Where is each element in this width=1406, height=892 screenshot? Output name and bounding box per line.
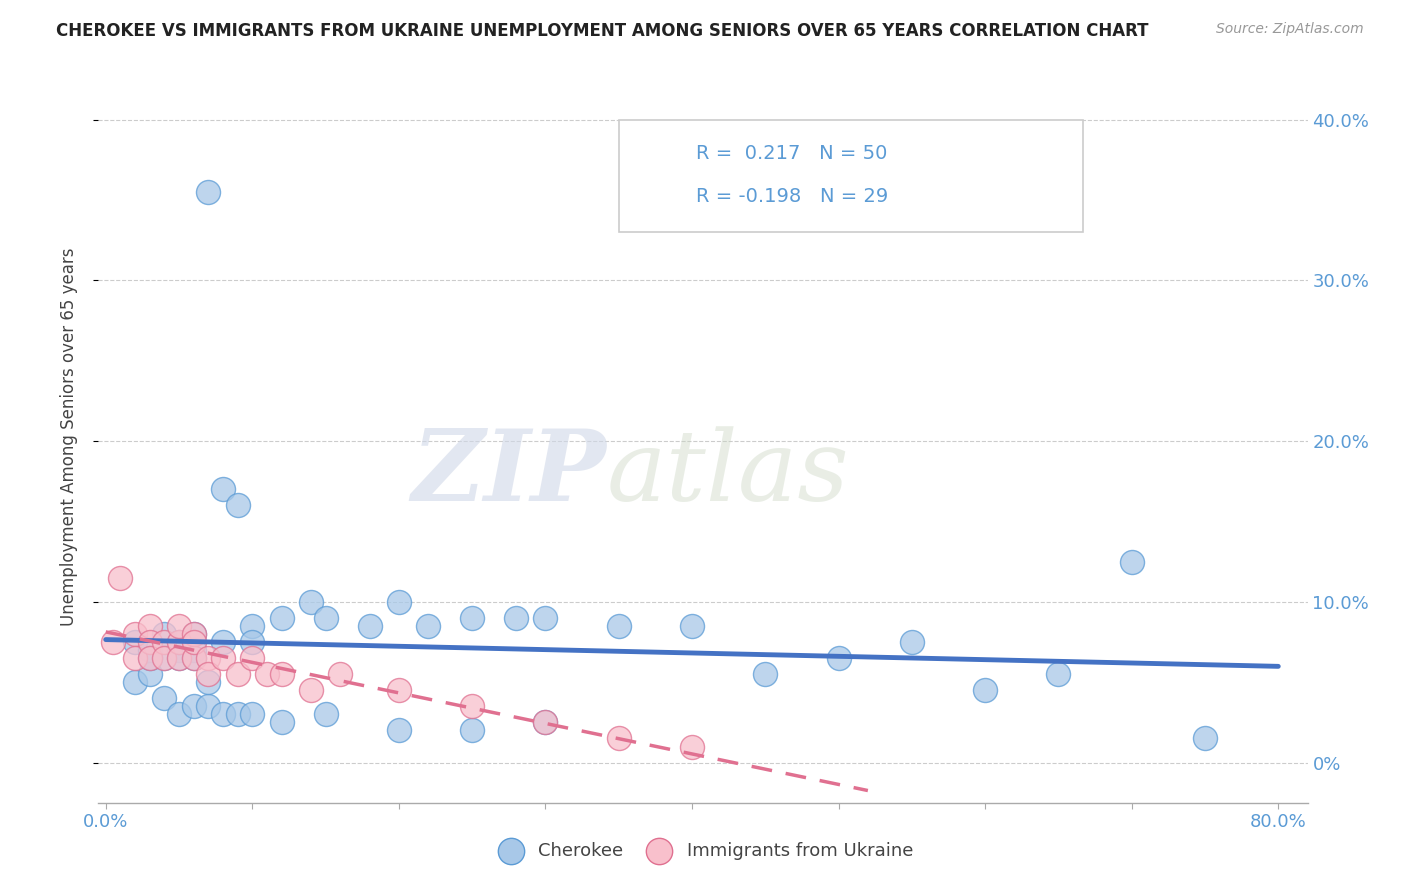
Point [138,635,160,649]
Point [388,723,411,738]
Point [138,619,160,633]
Point [167,619,190,633]
Point [226,499,249,513]
Point [183,627,205,641]
Text: ZIP: ZIP [412,425,606,522]
Point [197,675,219,690]
Point [110,571,132,585]
Point [212,651,235,665]
Point [124,635,146,649]
Point [607,731,630,746]
Point [183,651,205,665]
Point [754,667,776,681]
Point [315,611,337,625]
Point [827,651,849,665]
Point [461,611,484,625]
Point [359,619,381,633]
Point [270,667,292,681]
Point [167,635,190,649]
Point [299,683,322,698]
Point [167,651,190,665]
Point [124,651,146,665]
Point [240,707,263,722]
Text: Source: ZipAtlas.com: Source: ZipAtlas.com [1216,22,1364,37]
Point [197,699,219,714]
Point [534,611,557,625]
Point [153,651,176,665]
Point [138,667,160,681]
Point [270,715,292,730]
Point [901,635,924,649]
Point [299,595,322,609]
Point [974,683,997,698]
Point [681,619,703,633]
Point [183,699,205,714]
Point [240,619,263,633]
Point [418,619,440,633]
Point [461,699,484,714]
Text: CHEROKEE VS IMMIGRANTS FROM UKRAINE UNEMPLOYMENT AMONG SENIORS OVER 65 YEARS COR: CHEROKEE VS IMMIGRANTS FROM UKRAINE UNEM… [56,22,1149,40]
Point [212,483,235,497]
Point [197,185,219,199]
Point [183,635,205,649]
Point [315,707,337,722]
Point [183,643,205,657]
Point [270,611,292,625]
Point [197,651,219,665]
Point [1194,731,1216,746]
Point [256,667,278,681]
Point [681,739,703,754]
Point [607,619,630,633]
Point [226,707,249,722]
Point [138,651,160,665]
Point [461,723,484,738]
Point [167,651,190,665]
Point [329,667,352,681]
Point [138,643,160,657]
Point [240,651,263,665]
Point [124,675,146,690]
Point [505,611,527,625]
Point [101,635,124,649]
Text: atlas: atlas [606,426,849,521]
Point [183,651,205,665]
Point [197,667,219,681]
Text: R =  0.217   N = 50: R = 0.217 N = 50 [696,144,887,162]
Point [183,627,205,641]
Legend: Cherokee, Immigrants from Ukraine: Cherokee, Immigrants from Ukraine [486,835,920,867]
Point [138,651,160,665]
Text: R = -0.198   N = 29: R = -0.198 N = 29 [696,187,889,206]
Point [124,627,146,641]
Point [240,635,263,649]
Point [388,595,411,609]
Point [212,707,235,722]
Point [212,635,235,649]
Point [1047,667,1070,681]
Point [1121,555,1143,569]
Point [534,715,557,730]
Point [534,715,557,730]
Point [167,635,190,649]
Point [153,691,176,706]
Y-axis label: Unemployment Among Seniors over 65 years: Unemployment Among Seniors over 65 years [59,248,77,626]
Point [167,707,190,722]
Point [388,683,411,698]
Point [153,651,176,665]
Point [167,643,190,657]
Point [226,667,249,681]
Point [153,635,176,649]
Point [153,627,176,641]
